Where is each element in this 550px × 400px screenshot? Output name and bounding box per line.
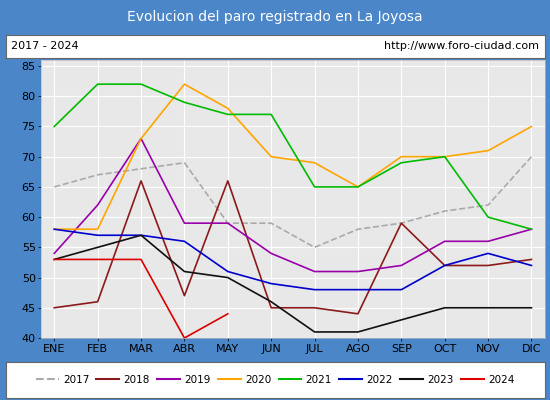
Text: http://www.foro-ciudad.com: http://www.foro-ciudad.com — [384, 41, 539, 51]
Text: Evolucion del paro registrado en La Joyosa: Evolucion del paro registrado en La Joyo… — [127, 10, 423, 24]
Legend: 2017, 2018, 2019, 2020, 2021, 2022, 2023, 2024: 2017, 2018, 2019, 2020, 2021, 2022, 2023… — [31, 371, 519, 389]
Text: 2017 - 2024: 2017 - 2024 — [11, 41, 79, 51]
